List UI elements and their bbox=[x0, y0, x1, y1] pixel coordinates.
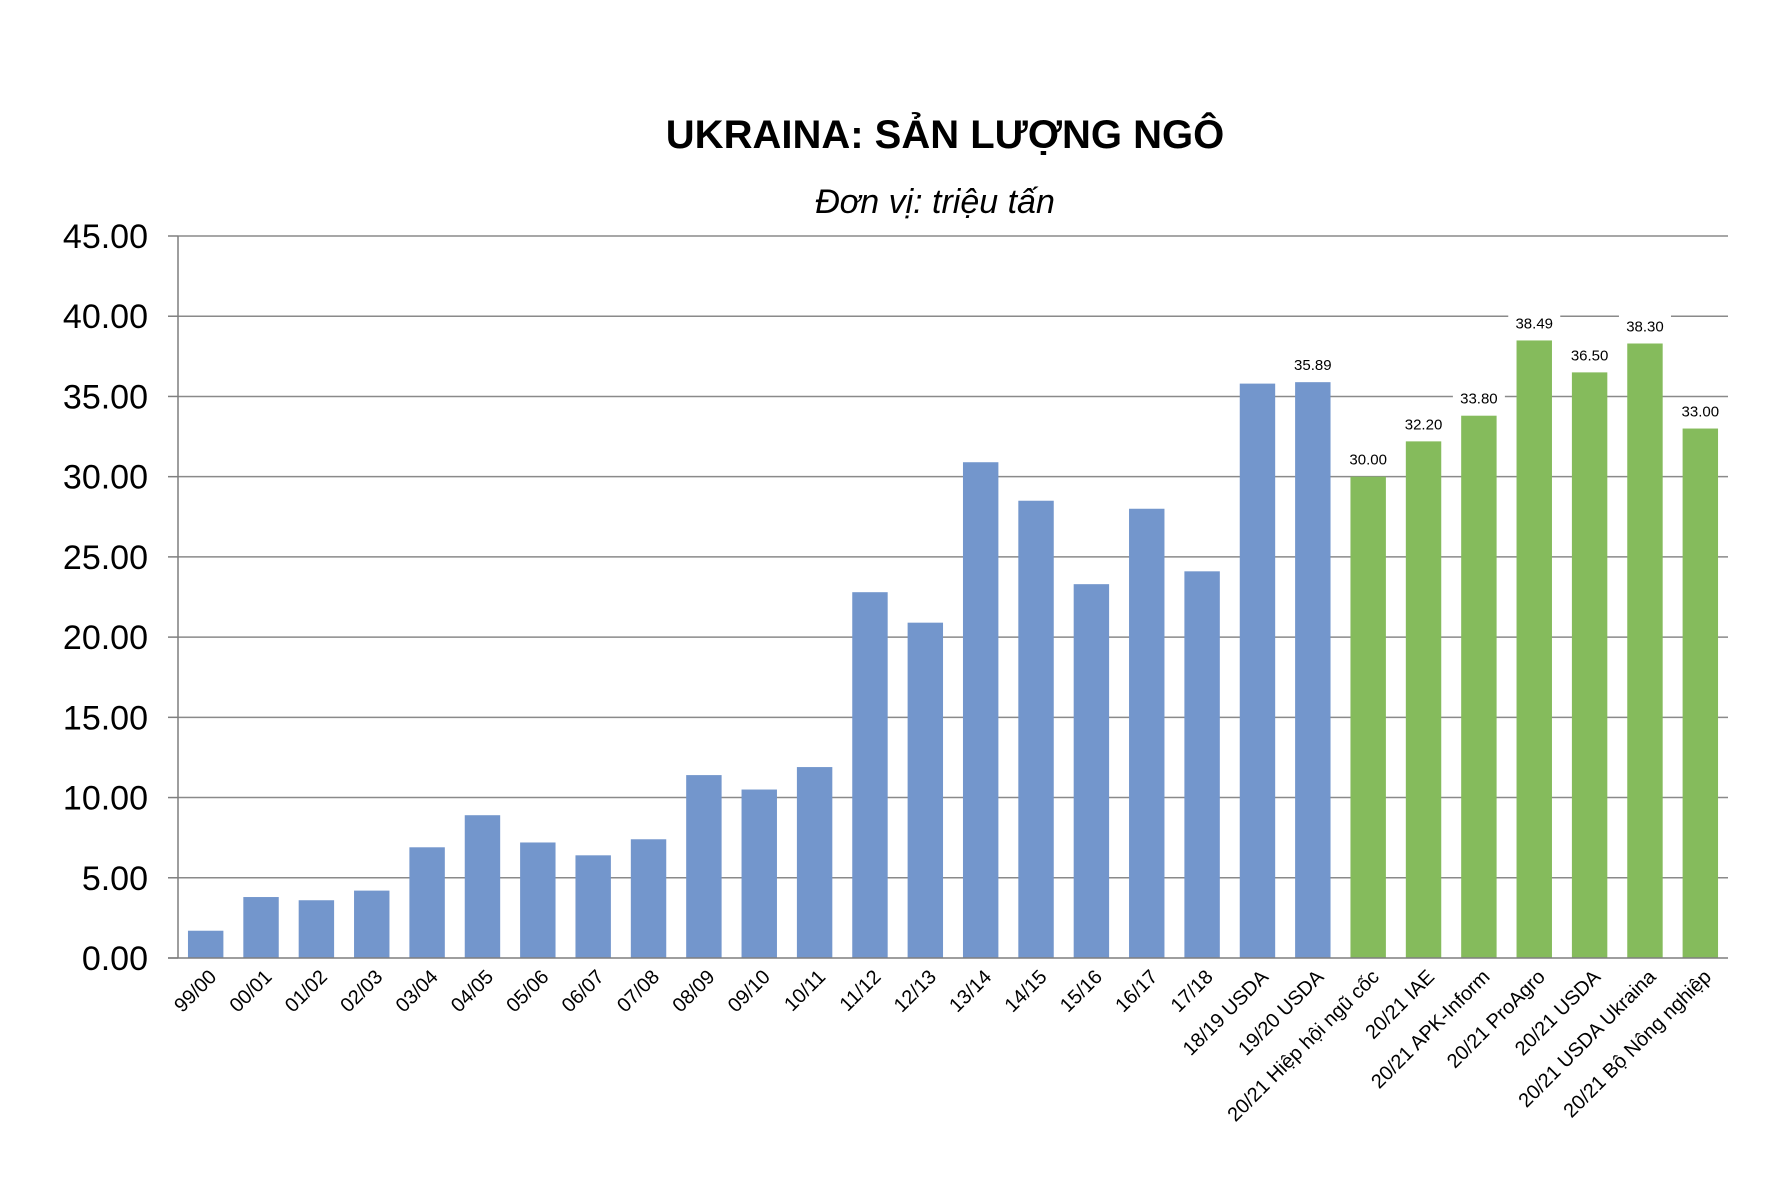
bar bbox=[409, 847, 445, 958]
y-tick-label: 35.00 bbox=[63, 378, 148, 416]
data-labels: 35.89 30.00 32.20 33.80 38.49 36.50 38.30 33.00 bbox=[1286, 312, 1727, 469]
bar bbox=[1516, 340, 1552, 958]
x-tick-label: 09/10 bbox=[724, 966, 775, 1017]
y-tick-label: 20.00 bbox=[63, 619, 148, 657]
y-tick-label: 0.00 bbox=[82, 940, 148, 978]
axes bbox=[168, 235, 1728, 959]
bar bbox=[354, 890, 390, 958]
x-tick-label: 20/21 ProAgro bbox=[1443, 966, 1550, 1073]
bar bbox=[796, 767, 833, 958]
bar bbox=[630, 839, 667, 958]
bar bbox=[1627, 343, 1663, 958]
x-tick-label: 14/15 bbox=[1001, 966, 1052, 1017]
y-tick-label: 40.00 bbox=[63, 298, 148, 336]
chart-subtitle: Đơn vị: triệu tấn bbox=[815, 183, 1055, 221]
x-tick-label: 12/13 bbox=[890, 966, 941, 1017]
data-label-bg bbox=[1397, 413, 1450, 434]
bar bbox=[575, 855, 611, 958]
x-tick-label: 00/01 bbox=[226, 966, 277, 1017]
x-tick-label: 06/07 bbox=[558, 966, 609, 1017]
data-label-bg bbox=[1286, 354, 1339, 375]
bar bbox=[1239, 383, 1276, 958]
bar bbox=[187, 930, 224, 958]
data-label: 38.49 bbox=[1515, 315, 1553, 332]
bar bbox=[464, 815, 501, 958]
x-tick-label: 08/09 bbox=[668, 966, 719, 1017]
y-tick-label: 45.00 bbox=[63, 218, 148, 256]
x-tick-label: 99/00 bbox=[170, 966, 221, 1017]
bar bbox=[907, 622, 944, 958]
x-tick-label: 16/17 bbox=[1111, 966, 1162, 1017]
chart-title: UKRAINA: SẢN LƯỢNG NGÔ bbox=[666, 111, 1224, 157]
x-tick-label: 15/16 bbox=[1056, 966, 1107, 1017]
bar bbox=[852, 592, 888, 958]
gridlines bbox=[178, 235, 1728, 879]
data-label: 32.20 bbox=[1405, 416, 1443, 433]
bar bbox=[1129, 508, 1165, 958]
data-label: 38.30 bbox=[1626, 318, 1664, 335]
y-tick-label: 30.00 bbox=[63, 459, 148, 497]
x-tick-label: 02/03 bbox=[336, 966, 387, 1017]
x-axis-tick-labels: 99/00 00/01 01/02 02/03 03/04 04/05 05/06 06/07… bbox=[170, 965, 1716, 1126]
data-label-bg bbox=[1618, 315, 1671, 336]
data-label: 33.00 bbox=[1682, 404, 1720, 421]
y-axis-tick-labels: 0.00 5.00 10.00 15.00 20.00 25.00 30.00 35.00 40… bbox=[63, 218, 148, 978]
bar bbox=[1295, 382, 1331, 958]
bar bbox=[298, 900, 335, 958]
bar bbox=[1682, 428, 1719, 958]
x-tick-label: 04/05 bbox=[447, 966, 498, 1017]
bar bbox=[1073, 584, 1110, 958]
bar bbox=[741, 789, 777, 958]
bar bbox=[1018, 500, 1054, 958]
x-tick-label: 03/04 bbox=[392, 966, 443, 1017]
data-label: 36.50 bbox=[1571, 347, 1609, 364]
x-tick-label: 10/11 bbox=[780, 966, 830, 1016]
x-tick-label: 17/18 bbox=[1167, 966, 1218, 1017]
bar bbox=[1405, 441, 1442, 958]
x-tick-label: 13/14 bbox=[945, 966, 996, 1017]
bars bbox=[187, 340, 1719, 959]
bar bbox=[1350, 476, 1386, 958]
x-tick-label: 11/12 bbox=[836, 966, 886, 1016]
bar bbox=[686, 775, 722, 958]
y-tick-label: 25.00 bbox=[63, 539, 148, 577]
data-label-bg bbox=[1452, 387, 1505, 408]
data-label: 35.89 bbox=[1294, 357, 1332, 374]
data-label-bg bbox=[1674, 400, 1727, 421]
y-tick-label: 5.00 bbox=[82, 860, 148, 898]
bar bbox=[1461, 415, 1497, 959]
data-label-bg bbox=[1342, 448, 1395, 469]
x-tick-label: 05/06 bbox=[502, 966, 553, 1017]
data-label: 33.80 bbox=[1460, 391, 1498, 408]
x-tick-label: 01/02 bbox=[281, 966, 332, 1017]
y-tick-label: 10.00 bbox=[63, 780, 148, 818]
data-label: 30.00 bbox=[1349, 452, 1387, 469]
bar bbox=[1184, 571, 1220, 958]
bar bbox=[962, 462, 999, 958]
data-label-bg bbox=[1508, 312, 1561, 333]
data-label-bg bbox=[1563, 344, 1616, 365]
y-tick-label: 15.00 bbox=[63, 699, 148, 737]
bar bbox=[243, 897, 279, 958]
bar bbox=[520, 842, 556, 958]
x-tick-label: 07/08 bbox=[613, 966, 664, 1017]
bar bbox=[1571, 372, 1608, 958]
